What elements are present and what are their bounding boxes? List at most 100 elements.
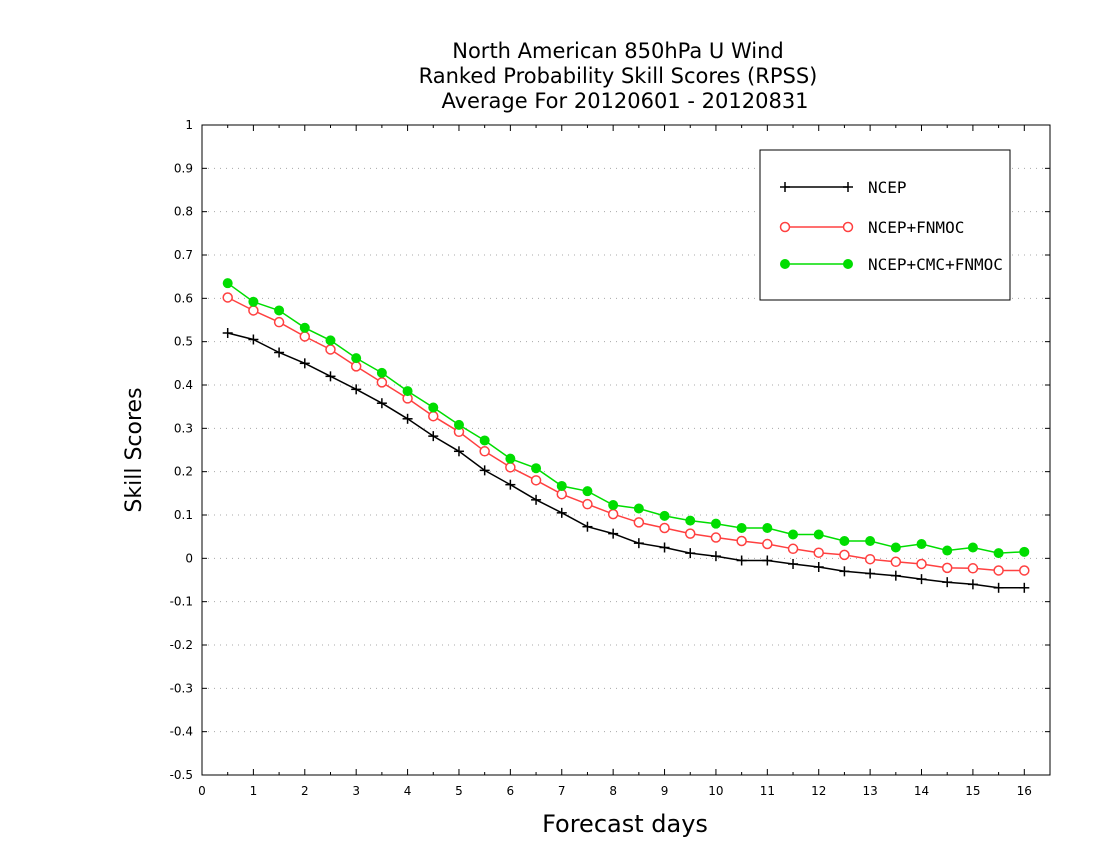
data-point-ncep <box>222 328 233 338</box>
legend-marker-ncep-fnmoc <box>842 221 854 233</box>
data-point-ncep-cmc-fnmoc <box>890 542 901 553</box>
data-point-ncep-fnmoc <box>993 565 1004 576</box>
series-ncep-fnmoc <box>222 292 1030 576</box>
data-point-ncep-fnmoc <box>530 475 542 486</box>
legend-marker-ncep-cmc-fnmoc <box>843 259 853 269</box>
data-point-ncep <box>967 579 978 590</box>
data-point-ncep-fnmoc <box>710 532 722 543</box>
y-tick-label: -0.5 <box>170 768 193 782</box>
data-point-ncep-fnmoc <box>248 305 259 316</box>
x-tick-label: 7 <box>558 784 566 798</box>
data-point-ncep-fnmoc <box>273 316 285 328</box>
data-point-ncep-fnmoc <box>762 538 773 550</box>
data-point-ncep-cmc-fnmoc <box>788 529 799 540</box>
y-tick-label: 0.1 <box>174 508 193 522</box>
data-point-ncep-cmc-fnmoc <box>582 486 593 497</box>
plot-series <box>222 278 1030 593</box>
x-tick-label: 13 <box>862 784 877 798</box>
legend-label-ncep-cmc-fnmoc: NCEP+CMC+FNMOC <box>868 255 1003 274</box>
data-point-ncep-fnmoc <box>350 361 362 372</box>
data-point-ncep <box>762 555 773 566</box>
x-tick-label: 4 <box>404 784 412 798</box>
axes: -0.5 -0.4 -0.3 -0.2 -0.1 0 0.1 0.2 0.3 0.4 0.5 0.6 0… <box>170 118 1051 798</box>
legend-item-ncep-cmc-fnmoc: NCEP+CMC+FNMOC <box>780 255 1003 274</box>
data-point-ncep <box>813 562 824 572</box>
legend-box <box>759 149 1011 301</box>
y-tick-label: 0.2 <box>174 465 193 479</box>
series-line-ncep-fnmoc <box>227 296 1025 572</box>
x-tick-label: 12 <box>811 784 826 798</box>
data-point-ncep-cmc-fnmoc <box>967 542 978 553</box>
series-ncep-cmc-fnmoc <box>222 278 1030 559</box>
data-point-ncep-cmc-fnmoc <box>479 435 490 446</box>
x-tick-label: 8 <box>609 784 617 798</box>
y-tick-label: 0.4 <box>174 378 193 392</box>
data-point-ncep-fnmoc <box>299 331 311 342</box>
data-point-ncep-cmc-fnmoc <box>1019 546 1030 557</box>
data-point-ncep-cmc-fnmoc <box>993 548 1004 559</box>
y-tick-label: -0.1 <box>170 595 193 609</box>
data-point-ncep <box>608 528 619 539</box>
data-point-ncep <box>916 574 927 585</box>
series-line-ncep-cmc-fnmoc <box>227 282 1025 554</box>
data-point-ncep-cmc-fnmoc <box>325 335 336 346</box>
y-tick-label: -0.2 <box>170 638 193 652</box>
data-point-ncep-cmc-fnmoc <box>402 386 413 397</box>
data-point-ncep <box>351 384 362 395</box>
data-point-ncep <box>428 431 439 442</box>
data-point-ncep-fnmoc <box>787 543 799 555</box>
data-point-ncep-cmc-fnmoc <box>736 523 747 533</box>
data-point-ncep-cmc-fnmoc <box>299 322 310 333</box>
data-point-ncep <box>248 334 259 345</box>
data-point-ncep-cmc-fnmoc <box>428 402 439 413</box>
data-point-ncep-fnmoc <box>813 547 824 558</box>
data-point-ncep-cmc-fnmoc <box>453 419 464 430</box>
data-point-ncep <box>274 347 285 358</box>
data-point-ncep-fnmoc <box>659 522 670 534</box>
y-axis-title: Skill Scores <box>122 387 147 512</box>
data-point-ncep-fnmoc <box>582 498 593 510</box>
data-point-ncep-cmc-fnmoc <box>942 545 953 556</box>
data-point-ncep-cmc-fnmoc <box>685 515 696 526</box>
plot-frame <box>201 124 1051 776</box>
data-point-ncep <box>453 446 464 457</box>
data-point-ncep-cmc-fnmoc <box>762 523 773 533</box>
data-point-ncep-cmc-fnmoc <box>376 367 387 378</box>
data-point-ncep-cmc-fnmoc <box>633 503 644 514</box>
y-tick-label: 0.3 <box>174 421 193 435</box>
data-point-ncep <box>402 413 413 424</box>
data-point-ncep-cmc-fnmoc <box>839 536 850 546</box>
legend-item-ncep-fnmoc: NCEP+FNMOC <box>779 218 964 237</box>
data-point-ncep-fnmoc <box>428 410 439 422</box>
legend-marker-ncep <box>843 182 853 192</box>
data-point-ncep-cmc-fnmoc <box>248 296 259 307</box>
data-point-ncep-fnmoc <box>684 528 696 539</box>
data-point-ncep <box>556 507 567 518</box>
data-point-ncep-cmc-fnmoc <box>222 278 233 289</box>
data-point-ncep-fnmoc <box>736 535 747 547</box>
data-point-ncep-fnmoc <box>505 462 516 473</box>
chart-title: North American 850hPa U Wind Ranked Prob… <box>419 39 818 113</box>
data-point-ncep <box>839 566 850 577</box>
y-tick-label: 1 <box>185 118 193 132</box>
data-point-ncep-fnmoc <box>941 562 953 574</box>
data-point-ncep <box>1019 582 1030 593</box>
data-point-ncep <box>788 558 799 569</box>
data-point-ncep <box>710 551 721 562</box>
data-point-ncep-cmc-fnmoc <box>608 500 619 511</box>
legend-label-ncep: NCEP <box>868 178 907 197</box>
data-point-ncep <box>659 542 670 553</box>
data-point-ncep-fnmoc <box>916 558 927 570</box>
data-point-ncep <box>582 521 593 532</box>
x-tick-label: 2 <box>301 784 309 798</box>
y-tick-label: -0.4 <box>170 725 193 739</box>
y-tick-label: 0 <box>185 551 193 565</box>
data-point-ncep-fnmoc <box>325 344 336 355</box>
y-tick-label: 0.8 <box>174 205 193 219</box>
title-line-3: Average For 20120601 - 20120831 <box>441 89 808 113</box>
legend-label-ncep-fnmoc: NCEP+FNMOC <box>868 218 964 237</box>
series-ncep <box>222 328 1030 593</box>
data-point-ncep-fnmoc <box>1019 565 1030 576</box>
data-point-ncep <box>942 577 953 588</box>
